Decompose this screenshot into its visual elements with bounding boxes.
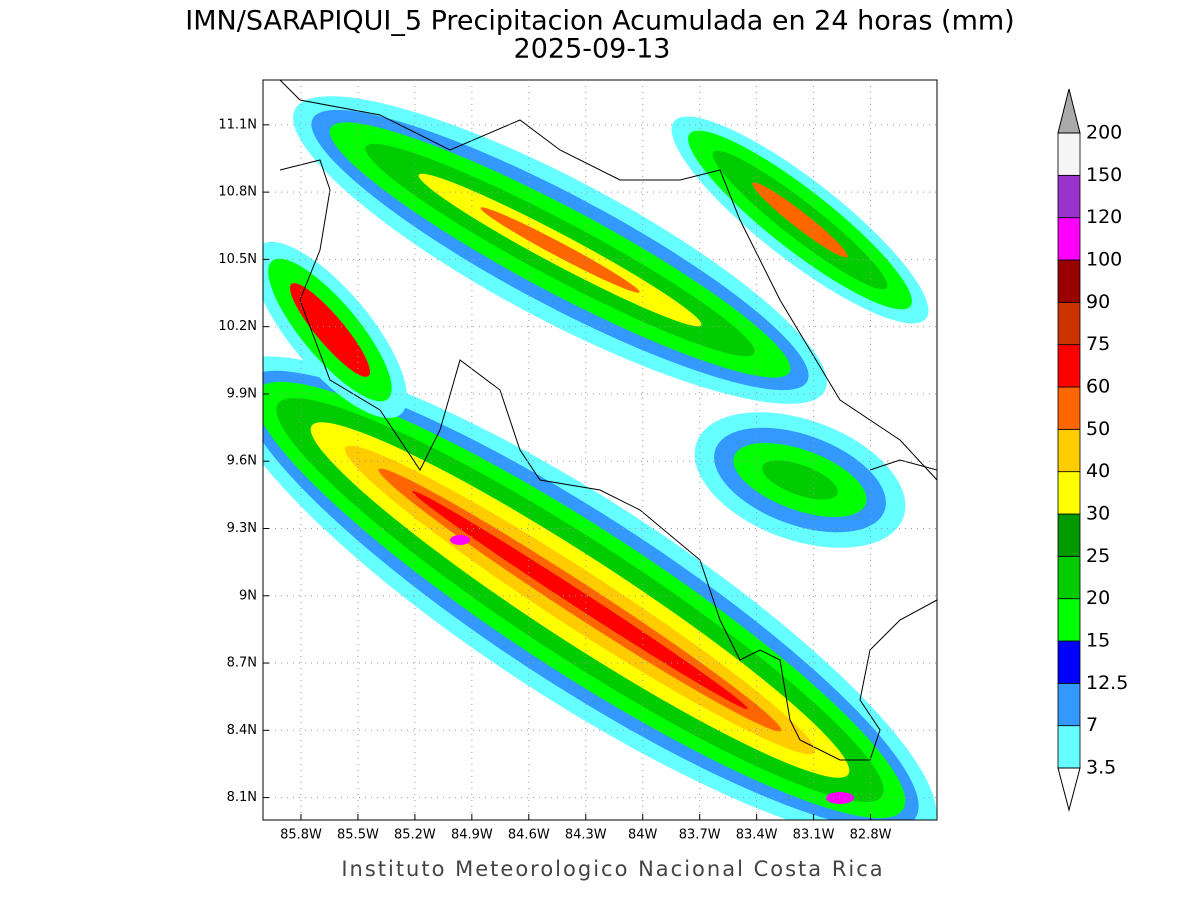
colorbar-label: 75 xyxy=(1086,333,1110,355)
title: IMN/SARAPIQUI_5 Precipitacion Acumulada … xyxy=(185,6,1014,37)
x-tick-label: 84.3W xyxy=(565,828,607,843)
colorbar-box xyxy=(1057,344,1081,388)
y-tick-label: 9.9N xyxy=(227,386,257,401)
colorbar-label: 150 xyxy=(1086,164,1122,186)
x-tick-label: 83.1W xyxy=(793,828,835,843)
colorbar-label: 7 xyxy=(1086,714,1098,736)
colorbar-box xyxy=(1057,555,1081,600)
southern-band xyxy=(263,356,937,820)
y-tick-label: 8.4N xyxy=(227,723,257,738)
x-tick-label: 84.6W xyxy=(508,828,550,843)
colorbar-label: 200 xyxy=(1086,122,1122,144)
colorbar-box xyxy=(1057,132,1081,176)
y-tick-label: 9N xyxy=(239,588,257,603)
colorbar-box xyxy=(1057,682,1081,727)
subtitle: 2025-09-13 xyxy=(514,34,671,65)
colorbar-label: 12.5 xyxy=(1086,672,1128,694)
colorbar-label: 30 xyxy=(1086,503,1110,525)
colorbar-box xyxy=(1057,259,1081,303)
colorbar-box xyxy=(1057,471,1081,515)
colorbar-label: 50 xyxy=(1086,418,1110,440)
border xyxy=(869,459,937,471)
colorbar-label: 15 xyxy=(1086,630,1110,652)
y-tick-label: 9.6N xyxy=(227,454,257,469)
x-tick-label: 85.5W xyxy=(337,828,379,843)
colorbar-over xyxy=(1057,88,1081,134)
colorbar-box xyxy=(1057,513,1081,557)
x-tick-label: 85.8W xyxy=(280,828,322,843)
x-tick-label: 84.9W xyxy=(451,828,493,843)
colorbar-under xyxy=(1057,767,1081,812)
colorbar-box xyxy=(1057,386,1081,430)
x-tick-label: 82.8W xyxy=(850,828,892,843)
precipitation-field xyxy=(263,80,937,820)
y-tick-label: 9.3N xyxy=(227,521,257,536)
colorbar-label: 40 xyxy=(1086,460,1110,482)
colorbar-box xyxy=(1057,301,1081,346)
colorbar-box xyxy=(1057,598,1081,642)
x-tick-label: 84W xyxy=(628,828,658,843)
colorbar-label: 25 xyxy=(1086,545,1110,567)
y-tick-label: 8.7N xyxy=(227,656,257,671)
coastline xyxy=(279,159,937,761)
plot-frame xyxy=(262,79,938,821)
y-tick-label: 10.5N xyxy=(218,252,257,267)
coastline xyxy=(279,80,937,481)
y-tick-label: 10.2N xyxy=(218,319,257,334)
y-tick-label: 10.8N xyxy=(218,185,257,200)
colorbar-label: 90 xyxy=(1086,291,1110,313)
nicoya-cells xyxy=(263,241,408,419)
eastern-cells xyxy=(694,412,906,548)
colorbar-label: 20 xyxy=(1086,587,1110,609)
colorbar-box xyxy=(1057,640,1081,684)
footer: Instituto Meteorologico Nacional Costa R… xyxy=(341,857,884,881)
colorbar-box xyxy=(1057,428,1081,473)
x-tick-label: 83.4W xyxy=(736,828,778,843)
colorbar-box xyxy=(1057,174,1081,219)
x-tick-label: 85.2W xyxy=(394,828,436,843)
y-tick-label: 11.1N xyxy=(218,117,257,132)
colorbar-label: 60 xyxy=(1086,376,1110,398)
colorbar-label: 3.5 xyxy=(1086,757,1116,779)
colorbar-box xyxy=(1057,725,1081,769)
x-tick-label: 83.7W xyxy=(679,828,721,843)
colorbar-label: 120 xyxy=(1086,206,1122,228)
colorbar-box xyxy=(1057,217,1081,261)
colorbar-label: 100 xyxy=(1086,249,1122,271)
northern-band xyxy=(293,96,827,404)
caribbean-band xyxy=(671,116,929,324)
y-tick-label: 8.1N xyxy=(227,790,257,805)
